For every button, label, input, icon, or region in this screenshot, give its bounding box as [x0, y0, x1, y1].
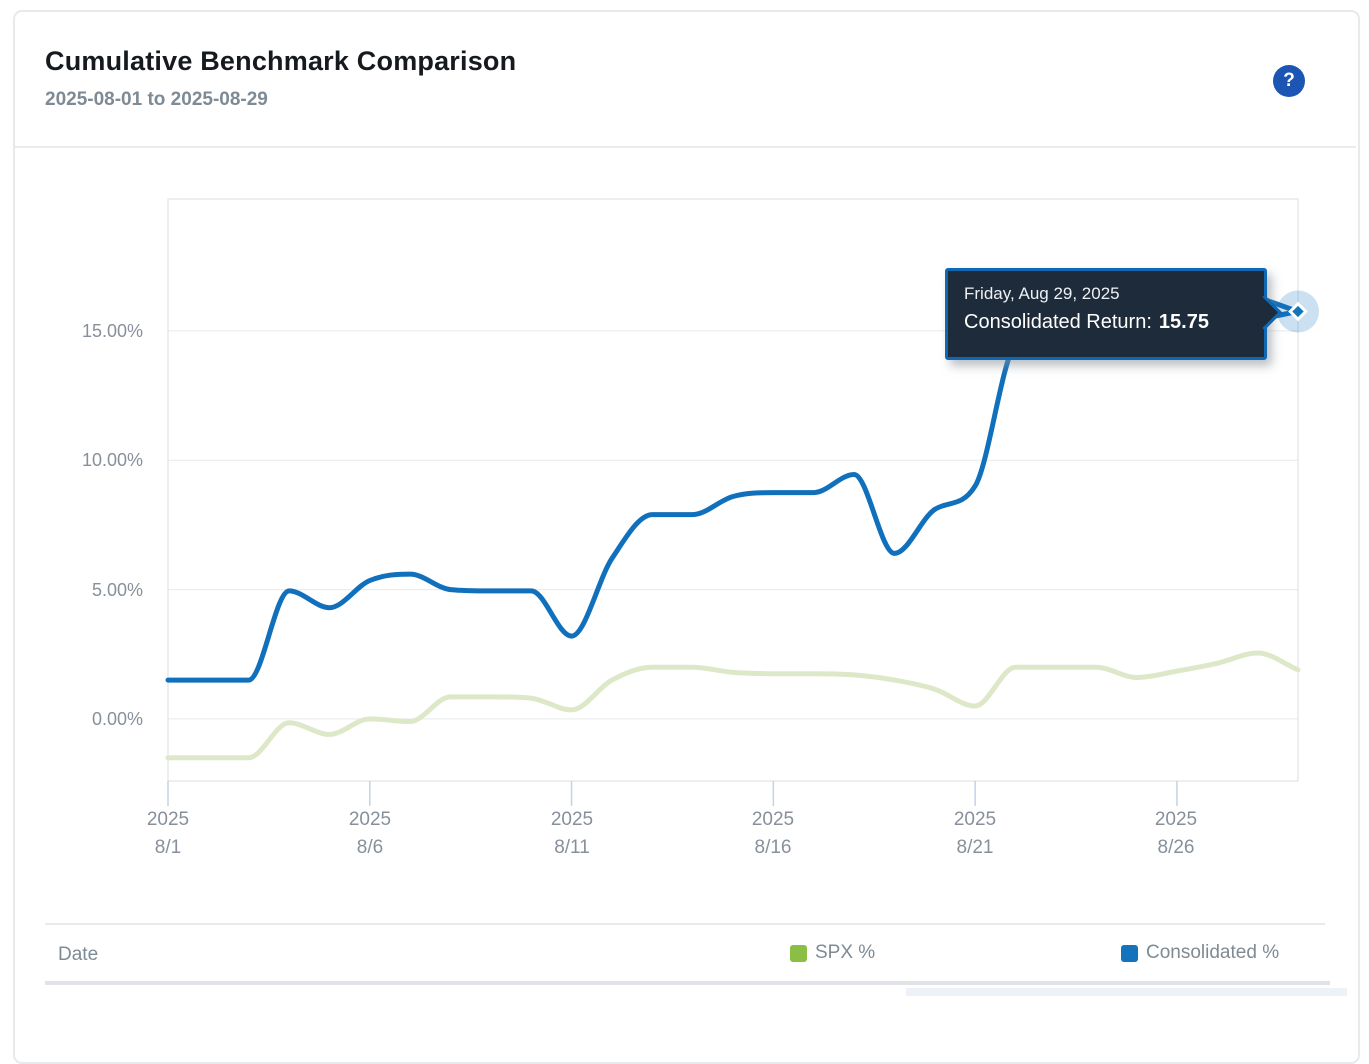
x-axis-label-date: 8/21 [956, 837, 994, 858]
tooltip-series-label: Consolidated Return: [964, 311, 1152, 333]
series-point-marker[interactable] [1288, 301, 1308, 322]
table-row-partial [906, 988, 1347, 996]
x-axis-label: 2025 8/1 [123, 806, 213, 862]
x-axis-label-date: 8/6 [356, 837, 384, 858]
x-axis-label-date: 8/1 [154, 837, 182, 858]
x-axis-label-year: 2025 [1154, 809, 1198, 830]
x-axis-label-date: 8/26 [1157, 837, 1195, 858]
x-axis-label: 2025 8/21 [930, 806, 1020, 862]
y-axis-label: 0.00% [91, 709, 143, 729]
x-axis-label-year: 2025 [751, 809, 795, 830]
consolidated-column-label: Consolidated % [1146, 942, 1280, 963]
tooltip-value: 15.75 [1158, 311, 1209, 333]
consolidated-line [165, 309, 1301, 683]
spx-column-header[interactable]: SPX % [790, 942, 875, 964]
x-axis-label: 2025 8/16 [728, 806, 818, 862]
chart-tooltip: Friday, Aug 29, 2025 Consolidated Return… [945, 268, 1283, 360]
table-footer-divider [45, 981, 1330, 985]
x-axis-label-year: 2025 [953, 809, 997, 830]
plot-border [167, 198, 1299, 782]
x-axis-label: 2025 8/6 [325, 806, 415, 862]
spx-column-label: SPX % [815, 942, 876, 963]
x-axis-label-year: 2025 [146, 809, 190, 830]
header-divider [15, 146, 1356, 148]
spx-legend-swatch [790, 944, 807, 962]
x-axis-label-date: 8/16 [754, 837, 792, 858]
x-axis-label-year: 2025 [348, 809, 392, 830]
x-axis-label-date: 8/11 [554, 837, 590, 858]
date-range-subtitle: 2025-08-01 to 2025-08-29 [45, 89, 268, 110]
tooltip-value-line: Consolidated Return: 15.75 [964, 308, 1248, 336]
consolidated-legend-swatch [1121, 944, 1138, 962]
question-mark-icon: ? [1283, 70, 1295, 91]
consolidated-column-header[interactable]: Consolidated % [1121, 942, 1279, 964]
tooltip-date: Friday, Aug 29, 2025 [964, 284, 1120, 303]
y-axis-label: 15.00% [81, 321, 143, 341]
x-axis-label-year: 2025 [550, 809, 594, 830]
x-axis-label: 2025 8/26 [1131, 806, 1221, 862]
table-header-divider [45, 923, 1325, 925]
page-root: { "header": { "title": "Cumulative Bench… [13, 10, 1360, 1064]
y-axis-label: 5.00% [91, 580, 143, 600]
help-button[interactable]: ? [1273, 65, 1305, 97]
spx-line [165, 650, 1301, 761]
x-axis-label: 2025 8/11 [527, 806, 617, 862]
page-title: Cumulative Benchmark Comparison [45, 46, 517, 76]
date-column-header: Date [58, 944, 99, 965]
y-axis-label: 10.00% [81, 450, 143, 470]
